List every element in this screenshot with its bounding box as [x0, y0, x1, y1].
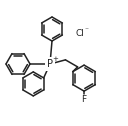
Text: ⁻: ⁻	[84, 25, 88, 35]
Text: P: P	[47, 59, 53, 69]
Text: +: +	[52, 56, 58, 62]
Text: F: F	[82, 95, 87, 104]
Text: Cl: Cl	[76, 28, 85, 38]
